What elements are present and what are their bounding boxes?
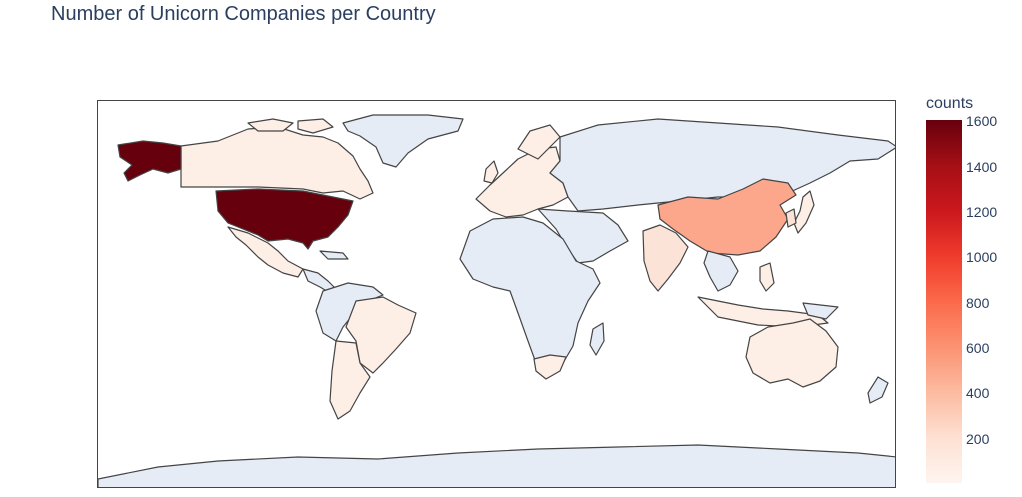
region-south-africa[interactable] (533, 354, 567, 380)
region-korea[interactable] (785, 208, 797, 228)
region-philippines[interactable] (759, 262, 775, 292)
region-madagascar[interactable] (589, 322, 605, 356)
region-canada-islands[interactable] (247, 118, 334, 134)
region-new-guinea[interactable] (802, 302, 839, 320)
colorbar (926, 120, 962, 483)
region-united-states[interactable] (215, 188, 354, 250)
region-indonesia[interactable] (697, 296, 829, 328)
colorbar-title: counts (926, 95, 974, 112)
region-alaska[interactable] (117, 140, 182, 182)
colorbar-tick-1000: 1000 (966, 249, 998, 265)
colorbar-tick-400: 400 (966, 385, 990, 401)
region-united-kingdom[interactable] (483, 160, 499, 184)
map-svg (98, 114, 896, 488)
chart-title: Number of Unicorn Companies per Country (51, 3, 436, 25)
region-canada[interactable] (180, 126, 374, 200)
region-brazil[interactable] (345, 296, 417, 374)
region-australia[interactable] (745, 318, 839, 388)
region-caribbean[interactable] (319, 250, 349, 260)
colorbar-tick-600: 600 (966, 340, 990, 356)
region-africa[interactable] (459, 216, 601, 374)
region-new-zealand[interactable] (867, 376, 889, 404)
world-map[interactable] (97, 100, 896, 488)
colorbar-tick-1400: 1400 (966, 159, 998, 175)
region-russia[interactable] (549, 118, 896, 212)
colorbar-tick-800: 800 (966, 295, 990, 311)
colorbar-tick-1200: 1200 (966, 204, 998, 220)
region-southeast-asia[interactable] (703, 250, 739, 292)
region-mexico[interactable] (227, 226, 304, 278)
region-antarctica[interactable] (98, 444, 896, 488)
region-greenland[interactable] (342, 114, 464, 168)
region-india[interactable] (642, 224, 689, 292)
colorbar-tick-1600: 1600 (966, 113, 998, 129)
region-southern-cone[interactable] (329, 340, 371, 420)
region-japan[interactable] (793, 190, 815, 234)
colorbar-tick-200: 200 (966, 431, 990, 447)
